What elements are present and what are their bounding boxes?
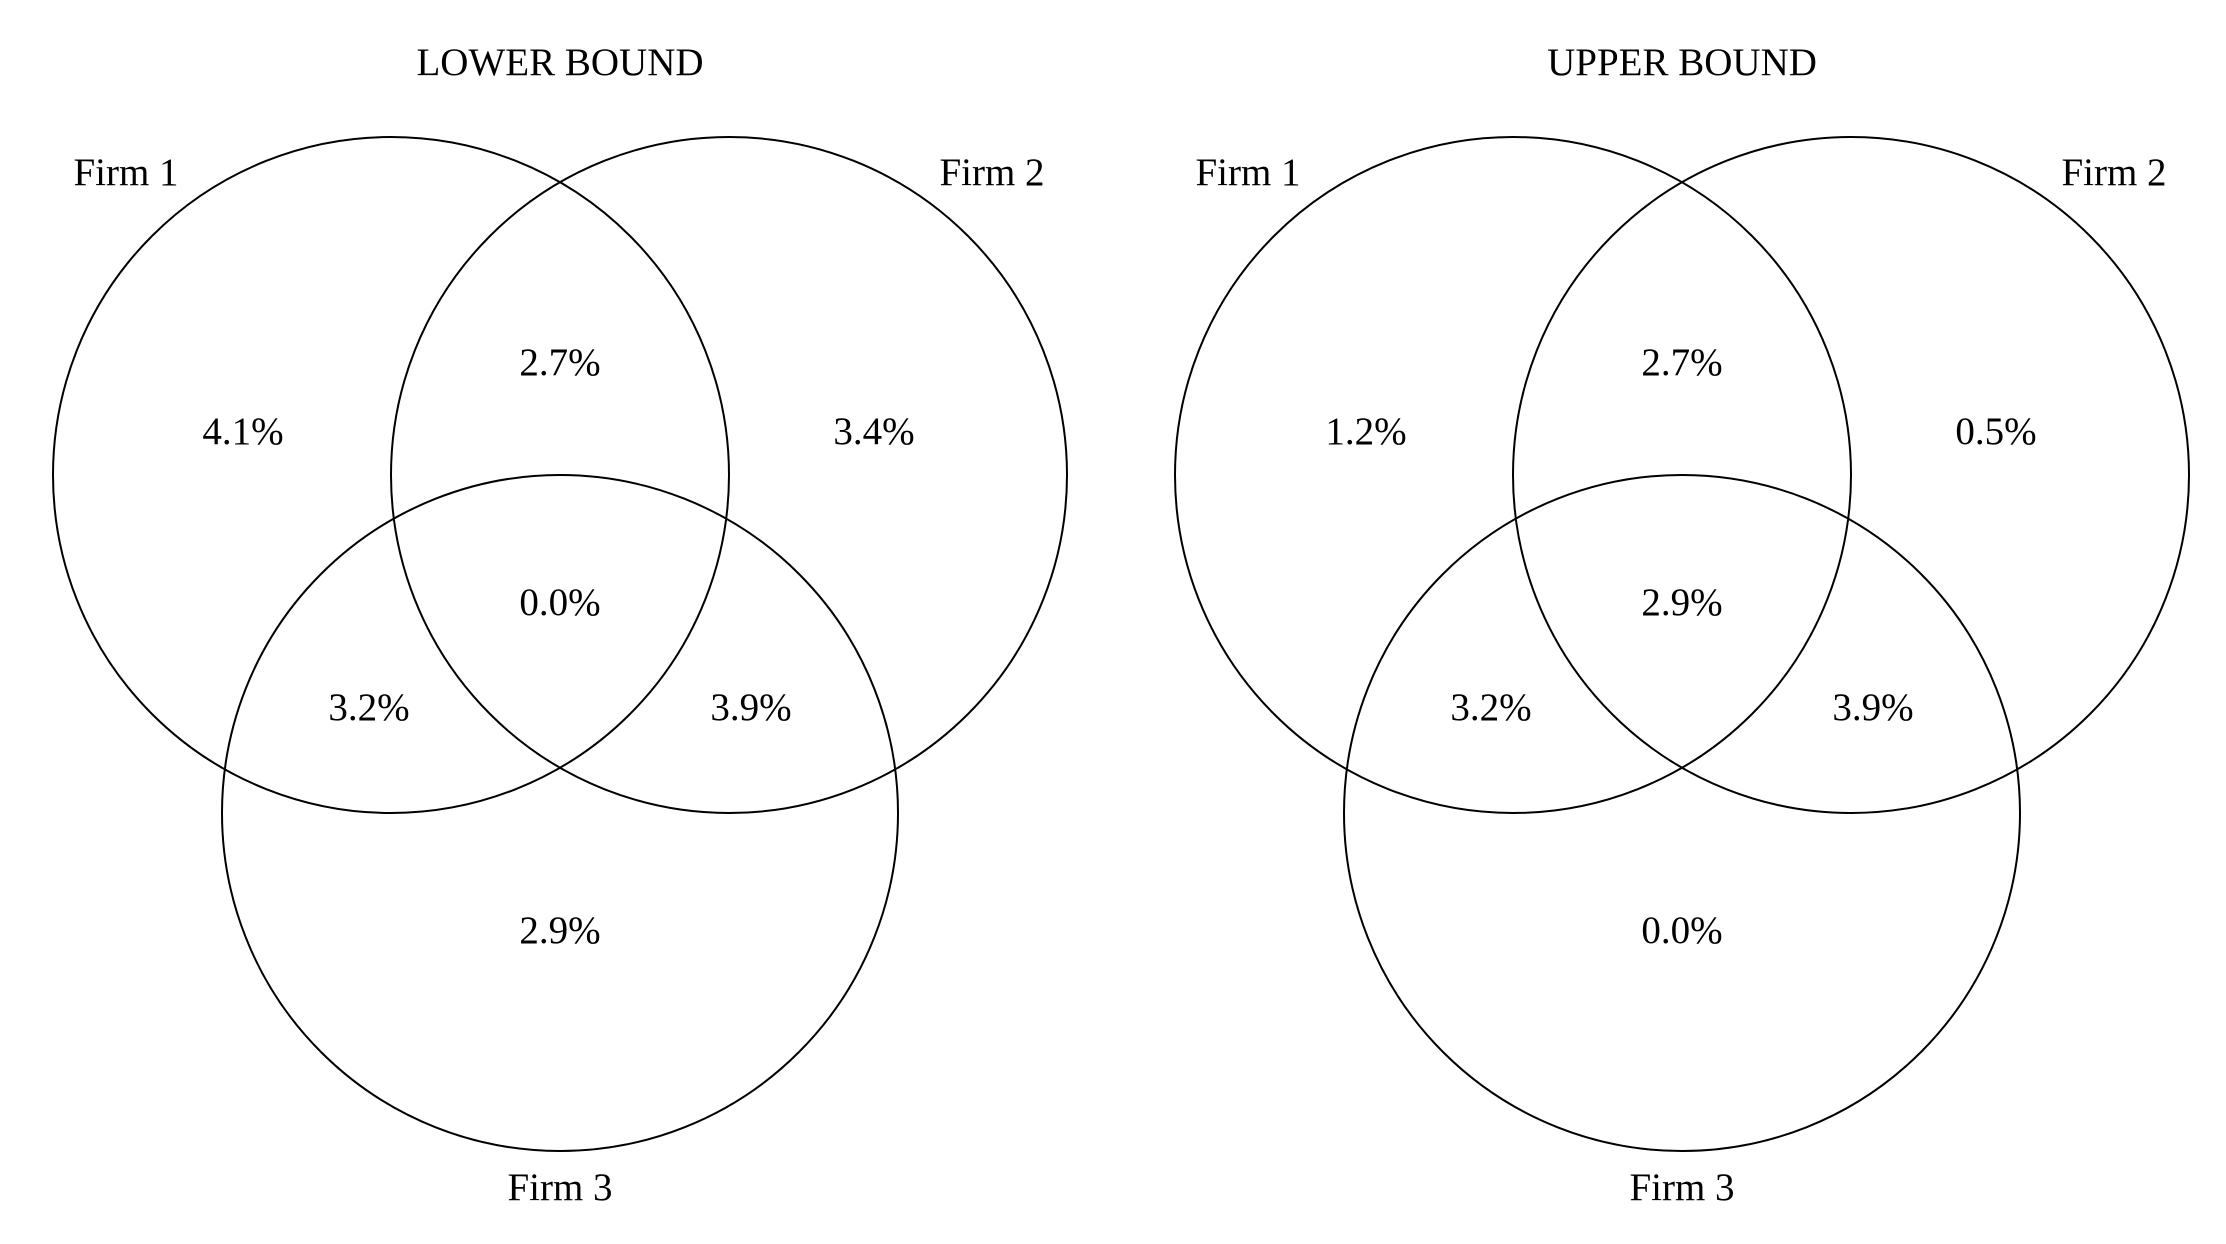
firm-2-3-overlap-value: 3.9% — [1832, 686, 1913, 729]
firm-1-2-overlap-value: 2.7% — [519, 341, 600, 384]
firm-1-only-value: 1.2% — [1325, 410, 1406, 453]
firm-3-only-value: 2.9% — [519, 909, 600, 952]
firm-1-label: Firm 1 — [1195, 151, 1300, 194]
firm-2-label: Firm 2 — [939, 151, 1044, 194]
firm-2-3-overlap-value: 3.9% — [710, 686, 791, 729]
firm-1-label: Firm 1 — [73, 151, 178, 194]
firm-3-circle — [221, 474, 899, 1152]
firm-1-circle — [1174, 136, 1852, 814]
firm-3-label: Firm 3 — [1629, 1166, 1734, 1209]
firm-2-label: Firm 2 — [2061, 151, 2166, 194]
firm-1-circle — [52, 136, 730, 814]
firm-2-only-value: 0.5% — [1955, 410, 2036, 453]
firm-1-3-overlap-value: 3.2% — [328, 686, 409, 729]
all-three-overlap-value: 2.9% — [1641, 581, 1722, 624]
firm-2-circle — [390, 136, 1068, 814]
firm-1-only-value: 4.1% — [202, 410, 283, 453]
firm-3-circle — [1343, 474, 2021, 1152]
lower-bound-venn: LOWER BOUND Firm 1 Firm 2 Firm 3 4.1% 2.… — [52, 41, 1068, 1209]
lower-bound-title: LOWER BOUND — [416, 41, 703, 84]
firm-3-only-value: 0.0% — [1641, 909, 1722, 952]
firm-2-only-value: 3.4% — [833, 410, 914, 453]
all-three-overlap-value: 0.0% — [519, 581, 600, 624]
firm-2-circle — [1512, 136, 2190, 814]
firm-3-label: Firm 3 — [507, 1166, 612, 1209]
upper-bound-venn: UPPER BOUND Firm 1 Firm 2 Firm 3 1.2% 2.… — [1174, 41, 2190, 1209]
firm-1-3-overlap-value: 3.2% — [1450, 686, 1531, 729]
firm-1-2-overlap-value: 2.7% — [1641, 341, 1722, 384]
upper-bound-title: UPPER BOUND — [1547, 41, 1817, 84]
